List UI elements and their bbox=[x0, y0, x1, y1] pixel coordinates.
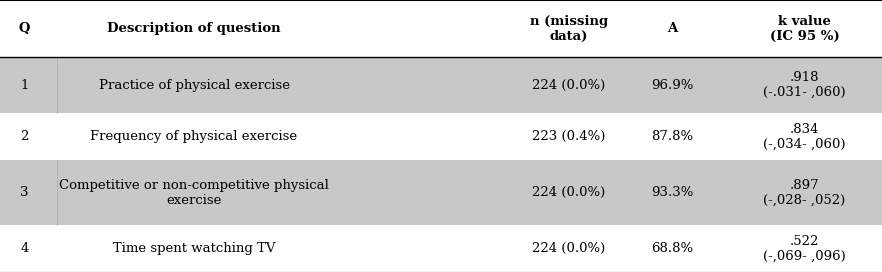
Text: Competitive or non-competitive physical
exercise: Competitive or non-competitive physical … bbox=[59, 179, 329, 207]
Text: .522
(-,069- ,096): .522 (-,069- ,096) bbox=[763, 235, 846, 263]
Text: 96.9%: 96.9% bbox=[651, 79, 693, 92]
Bar bbox=[0, 160, 882, 225]
Text: 224 (0.0%): 224 (0.0%) bbox=[532, 186, 606, 199]
Text: .918
(-.031- ,060): .918 (-.031- ,060) bbox=[763, 71, 846, 99]
Text: Description of question: Description of question bbox=[108, 22, 280, 35]
Text: k value
(IC 95 %): k value (IC 95 %) bbox=[769, 15, 840, 42]
Text: Practice of physical exercise: Practice of physical exercise bbox=[99, 79, 289, 92]
Text: 93.3%: 93.3% bbox=[651, 186, 693, 199]
Text: Frequency of physical exercise: Frequency of physical exercise bbox=[91, 130, 297, 143]
Text: A: A bbox=[667, 22, 677, 35]
Text: Q: Q bbox=[19, 22, 31, 35]
Text: 224 (0.0%): 224 (0.0%) bbox=[532, 242, 606, 255]
Bar bbox=[0, 57, 882, 113]
Text: 87.8%: 87.8% bbox=[651, 130, 693, 143]
Text: .834
(-,034- ,060): .834 (-,034- ,060) bbox=[763, 122, 846, 150]
Bar bbox=[0, 113, 882, 160]
Bar bbox=[0, 0, 882, 57]
Text: 224 (0.0%): 224 (0.0%) bbox=[532, 79, 606, 92]
Text: 1: 1 bbox=[20, 79, 29, 92]
Bar bbox=[0, 225, 882, 272]
Text: 68.8%: 68.8% bbox=[651, 242, 693, 255]
Text: 223 (0.4%): 223 (0.4%) bbox=[532, 130, 606, 143]
Text: n (missing
data): n (missing data) bbox=[530, 15, 608, 42]
Text: 4: 4 bbox=[20, 242, 29, 255]
Text: 3: 3 bbox=[20, 186, 29, 199]
Text: 2: 2 bbox=[20, 130, 29, 143]
Text: .897
(-,028- ,052): .897 (-,028- ,052) bbox=[763, 179, 846, 207]
Text: Time spent watching TV: Time spent watching TV bbox=[113, 242, 275, 255]
